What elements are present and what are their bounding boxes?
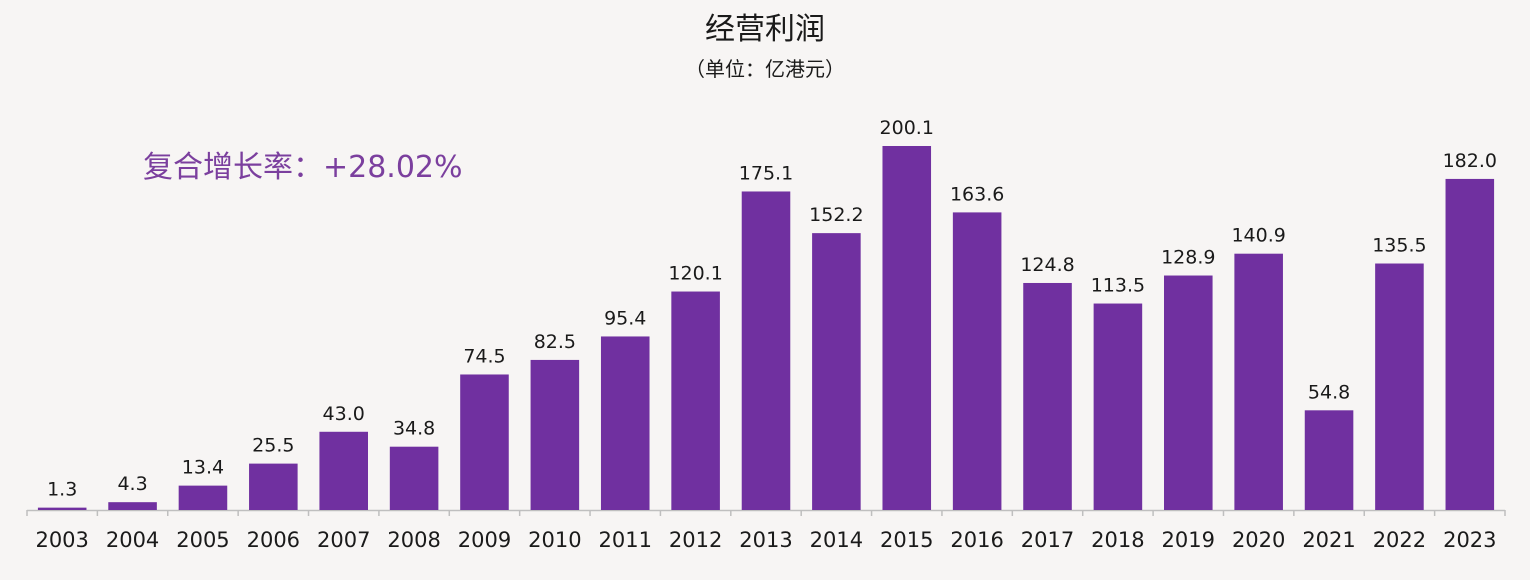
x-tick-label: 2003 xyxy=(35,528,88,552)
x-tick-label: 2004 xyxy=(106,528,159,552)
x-tick-label: 2018 xyxy=(1091,528,1144,552)
bar-2005 xyxy=(178,485,228,510)
bar-2009 xyxy=(460,374,509,510)
x-tick-label: 2008 xyxy=(387,528,440,552)
bar-value-label: 74.5 xyxy=(463,345,505,367)
x-tick-label: 2012 xyxy=(669,528,722,552)
cagr-annotation: 复合增长率：+28.02% xyxy=(143,150,463,185)
bar-value-label: 54.8 xyxy=(1308,381,1350,403)
x-tick-label: 2010 xyxy=(528,528,581,552)
bar-2017 xyxy=(1023,282,1072,510)
x-tick-label: 2009 xyxy=(458,528,511,552)
bar-2018 xyxy=(1093,303,1143,510)
bar-2014 xyxy=(812,233,861,510)
bar-2020 xyxy=(1234,253,1283,510)
bar-value-label: 120.1 xyxy=(668,263,722,285)
chart-subtitle: （单位：亿港元） xyxy=(685,57,845,81)
x-tick-label: 2020 xyxy=(1232,528,1285,552)
bar-2022 xyxy=(1375,263,1424,510)
bar-2015 xyxy=(882,146,932,510)
bar-value-label: 182.0 xyxy=(1443,150,1497,172)
x-tick-label: 2011 xyxy=(599,528,652,552)
bar-value-label: 200.1 xyxy=(880,117,934,139)
bar-2010 xyxy=(530,359,580,510)
x-tick-label: 2019 xyxy=(1162,528,1215,552)
bar-2004 xyxy=(108,502,157,510)
x-tick-label: 2017 xyxy=(1021,528,1074,552)
bar-value-label: 25.5 xyxy=(252,435,294,457)
x-tick-label: 2021 xyxy=(1302,528,1355,552)
bar-value-label: 1.3 xyxy=(47,479,77,501)
bar-value-label: 152.2 xyxy=(809,204,863,226)
bar-value-label: 13.4 xyxy=(182,457,224,479)
bar-2006 xyxy=(249,463,298,510)
bar-2012 xyxy=(671,291,720,510)
bar-value-label: 128.9 xyxy=(1161,247,1215,269)
bar-value-label: 124.8 xyxy=(1020,254,1074,276)
bar-value-label: 95.4 xyxy=(604,307,646,329)
bar-value-label: 135.5 xyxy=(1372,235,1426,257)
bar-2003 xyxy=(37,507,87,510)
bar-value-label: 140.9 xyxy=(1231,225,1285,247)
bar-2021 xyxy=(1304,410,1354,510)
bar-value-label: 82.5 xyxy=(534,331,576,353)
x-tick-label: 2013 xyxy=(739,528,792,552)
x-tick-label: 2015 xyxy=(880,528,933,552)
bar-value-label: 113.5 xyxy=(1091,275,1145,297)
bar-2008 xyxy=(389,446,439,510)
x-tick-label: 2014 xyxy=(810,528,863,552)
chart-title: 经营利润 xyxy=(705,12,825,47)
x-tick-label: 2005 xyxy=(176,528,229,552)
bar-value-label: 34.8 xyxy=(393,418,435,440)
bar-2019 xyxy=(1164,275,1213,510)
bar-value-label: 43.0 xyxy=(323,403,365,425)
bar-2011 xyxy=(600,336,650,510)
x-tick-label: 2006 xyxy=(247,528,300,552)
bar-2023 xyxy=(1445,178,1495,510)
bar-value-label: 163.6 xyxy=(950,183,1004,205)
x-tick-label: 2023 xyxy=(1443,528,1496,552)
bar-value-label: 4.3 xyxy=(117,473,147,495)
x-tick-label: 2022 xyxy=(1373,528,1426,552)
bar-2007 xyxy=(319,431,368,510)
bar-2016 xyxy=(952,212,1002,511)
x-tick-label: 2007 xyxy=(317,528,370,552)
bar-value-label: 175.1 xyxy=(739,162,793,184)
bar-2013 xyxy=(741,191,791,510)
x-tick-label: 2016 xyxy=(950,528,1003,552)
